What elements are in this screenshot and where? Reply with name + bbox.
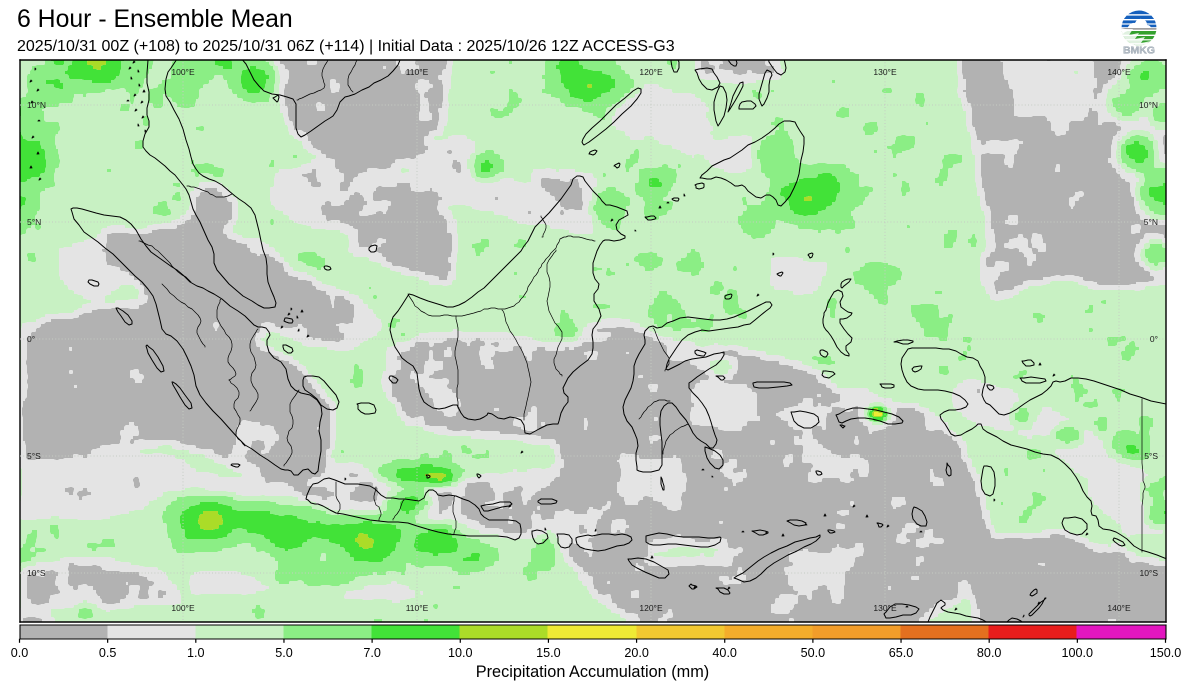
svg-text:BMKG: BMKG [1123,45,1155,57]
